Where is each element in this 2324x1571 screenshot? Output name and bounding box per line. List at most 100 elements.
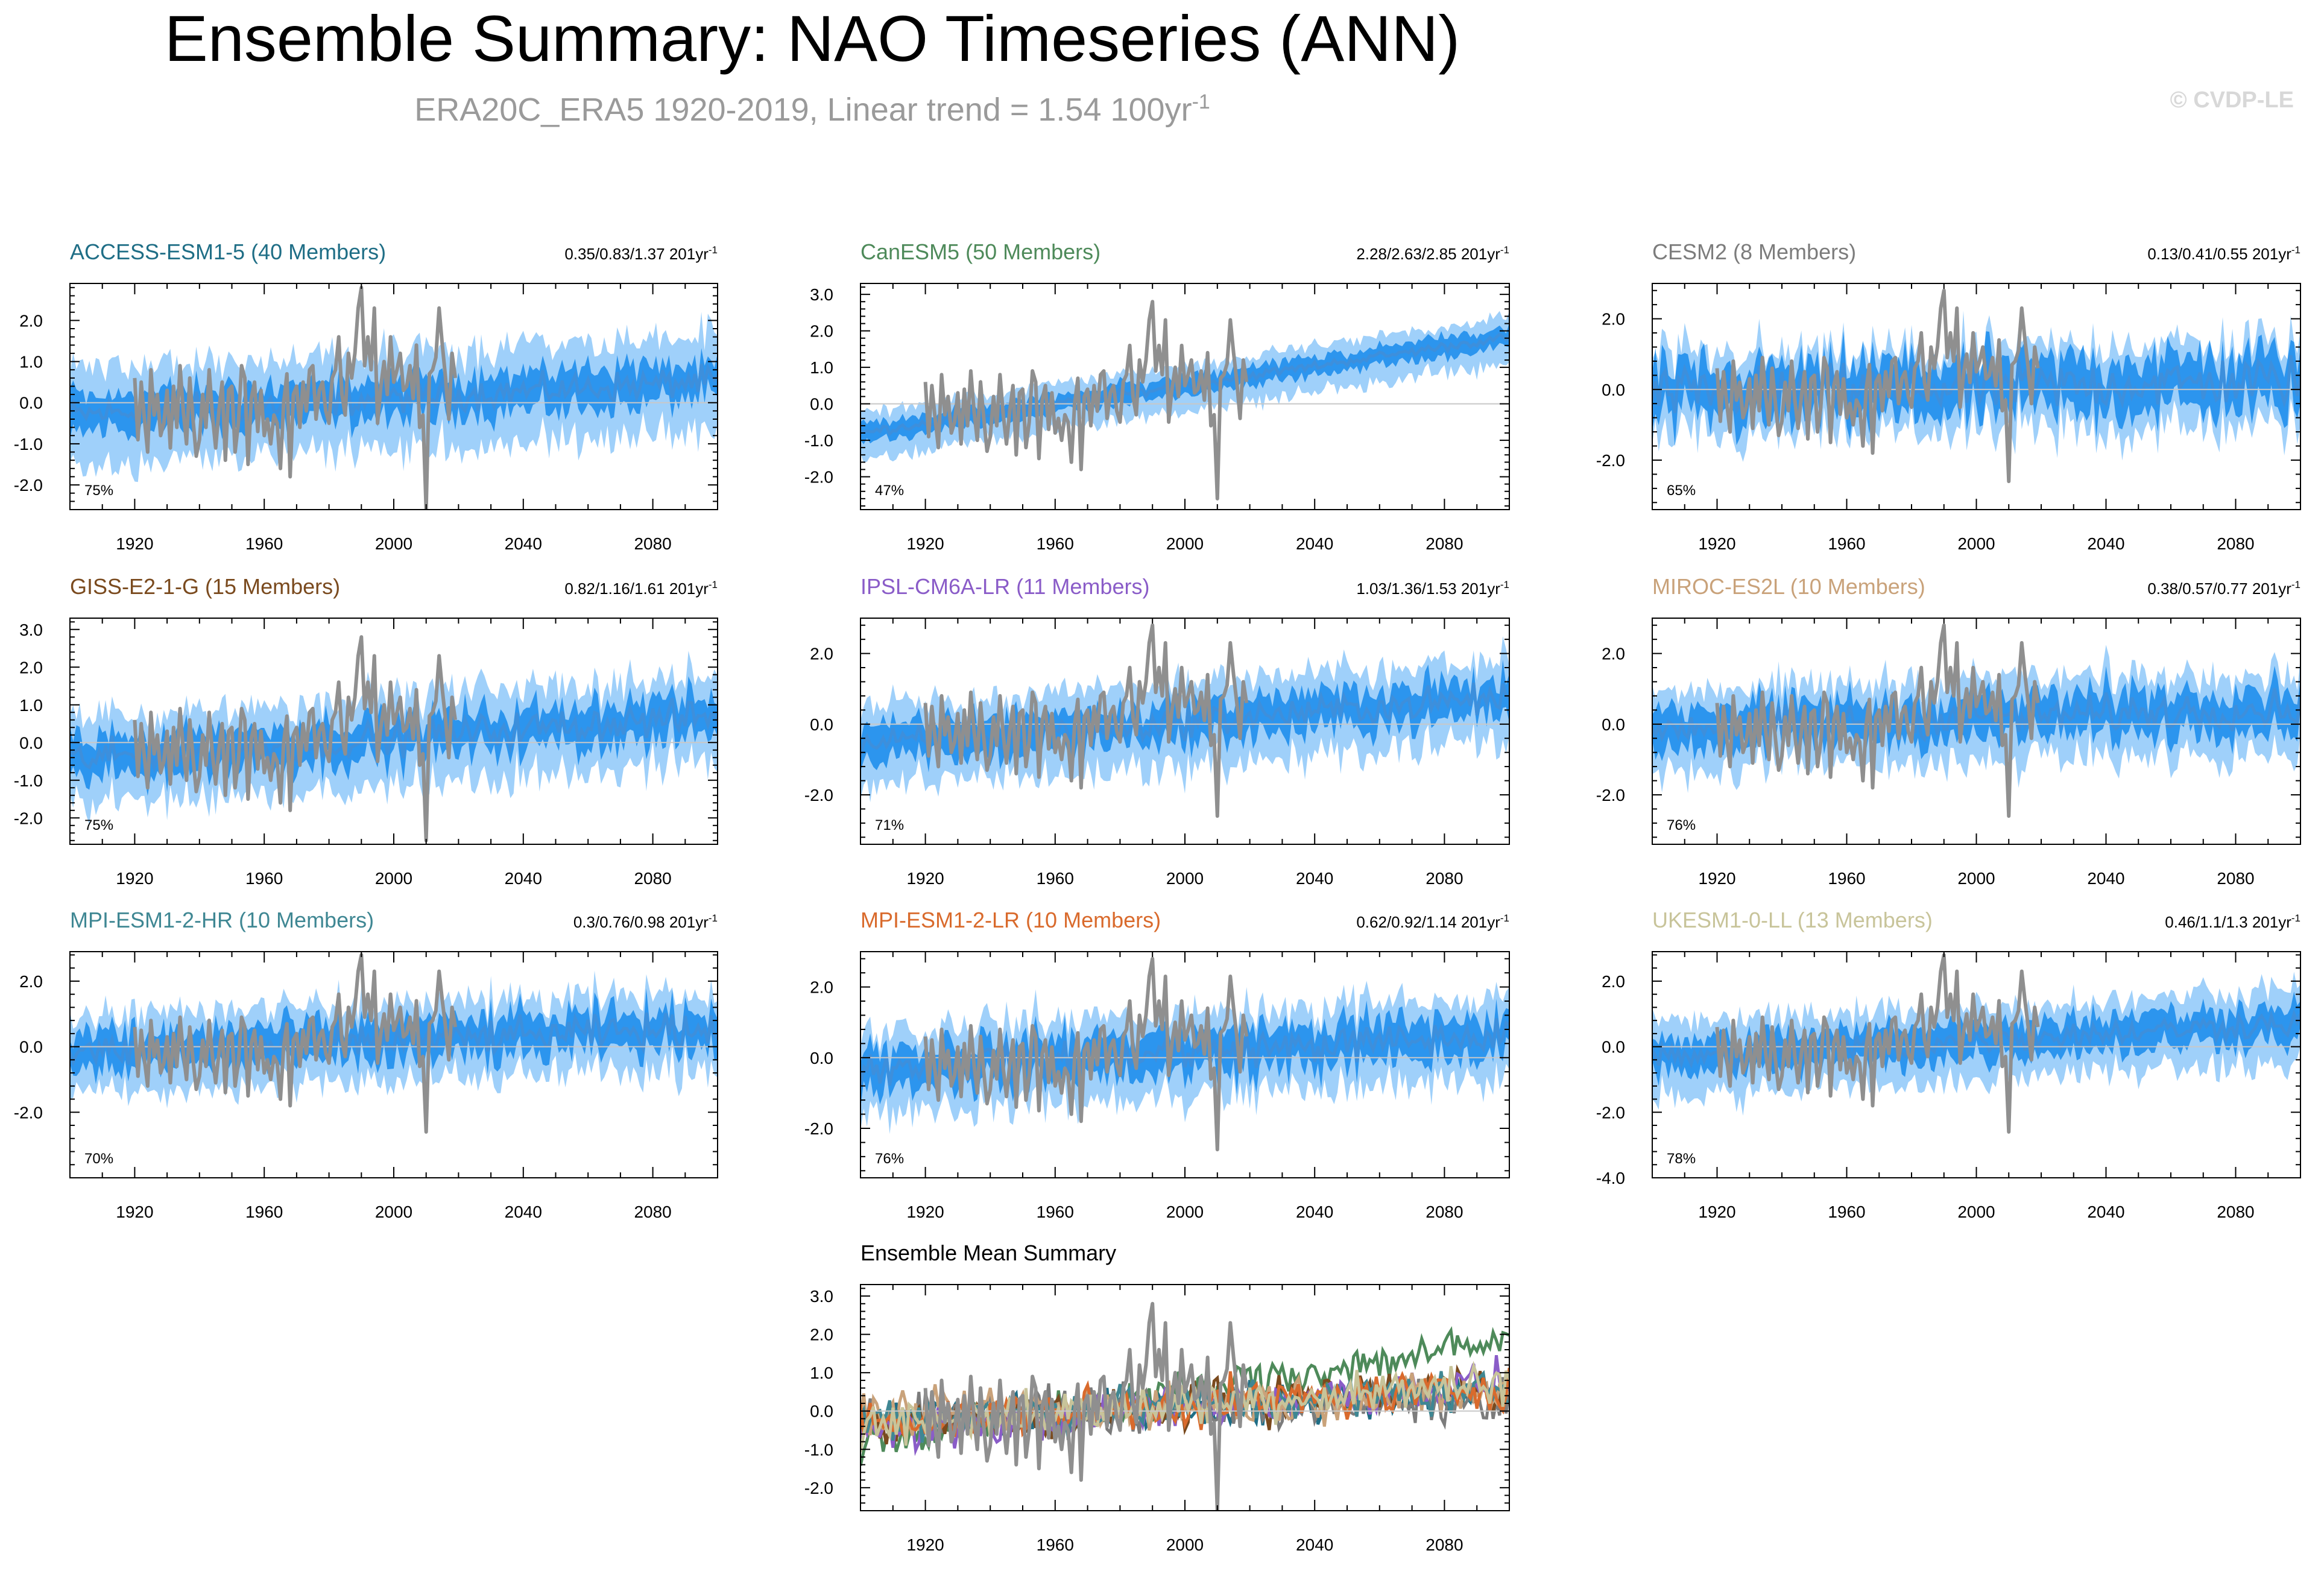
percent-label: 76% (1667, 817, 1696, 833)
x-tick-label: 1920 (1698, 1203, 1735, 1221)
trend-exponent: -1 (1500, 579, 1509, 590)
x-tick-label: 2000 (1957, 869, 1995, 888)
y-tick-label: 0.0 (19, 1038, 43, 1057)
percent-label: 75% (84, 817, 113, 833)
y-tick-label: 2.0 (1602, 645, 1625, 663)
x-tick-label: 2000 (1957, 534, 1995, 553)
y-tick-label: 3.0 (810, 1287, 833, 1306)
y-tick-label: 2.0 (1602, 972, 1625, 991)
plot-area (70, 635, 718, 842)
obs-line (923, 623, 1249, 818)
ensemble-range-band (1652, 972, 2300, 1116)
panel-trend-label: 0.82/1.16/1.61 201yr-1 (564, 579, 718, 598)
percent-label: 47% (875, 482, 904, 499)
y-tick-label: 2.0 (19, 311, 43, 330)
obs-line (133, 953, 457, 1134)
percent-label: 76% (875, 1151, 904, 1167)
x-tick-label: 1920 (1698, 534, 1735, 553)
y-tick-label: 1.0 (810, 1364, 833, 1382)
trend-exponent: -1 (1500, 912, 1509, 924)
y-tick-label: 1.0 (19, 696, 43, 715)
panel-title: ACCESS-ESM1-5 (40 Members) (70, 239, 386, 264)
plot-area (860, 1301, 1509, 1511)
panel-4: IPSL-CM6A-LR (11 Members) 1.03/1.36/1.53 … (804, 574, 1510, 888)
x-tick-label: 2040 (505, 869, 542, 888)
x-tick-label: 1960 (245, 534, 283, 553)
y-tick-label: 2.0 (810, 978, 833, 997)
x-tick-label: 1960 (1037, 869, 1074, 888)
x-tick-label: 1960 (1828, 1203, 1865, 1221)
y-tick-label: 3.0 (810, 285, 833, 304)
x-tick-label: 1920 (116, 1203, 153, 1221)
y-tick-label: -2.0 (804, 468, 833, 487)
x-tick-label: 2040 (1296, 1203, 1333, 1221)
y-tick-label: -1.0 (14, 435, 43, 454)
trend-text: 0.62/0.92/1.14 201yr (1356, 913, 1500, 931)
y-tick-label: 1.0 (19, 353, 43, 371)
obs-line (923, 1301, 1249, 1511)
x-tick-label: 2000 (375, 1203, 412, 1221)
panel-title: MPI-ESM1-2-HR (10 Members) (70, 908, 374, 932)
x-tick-label: 1960 (245, 869, 283, 888)
trend-text: 0.3/0.76/0.98 201yr (573, 913, 709, 931)
x-tick-label: 2040 (505, 1203, 542, 1221)
y-tick-label: 0.0 (1602, 381, 1625, 399)
x-tick-label: 2080 (1426, 1203, 1463, 1221)
trend-text: 2.28/2.63/2.85 201yr (1356, 245, 1500, 263)
y-tick-label: -4.0 (1596, 1169, 1625, 1187)
x-tick-label: 2040 (2087, 534, 2124, 553)
panel-trend-label: 0.13/0.41/0.55 201yr-1 (2147, 244, 2300, 263)
plot-area (860, 300, 1509, 501)
y-tick-label: 0.0 (1602, 1038, 1625, 1057)
y-tick-label: 2.0 (19, 972, 43, 991)
obs-line (923, 300, 1249, 501)
percent-label: 75% (84, 482, 113, 499)
panel-title: CESM2 (8 Members) (1652, 239, 1856, 264)
x-tick-label: 1960 (1037, 534, 1074, 553)
page-title: Ensemble Summary: NAO Timeseries (ANN) (165, 2, 1460, 75)
panel-title: Ensemble Mean Summary (860, 1241, 1116, 1265)
trend-exponent: -1 (709, 244, 718, 256)
panel-title: GISS-E2-1-G (15 Members) (70, 574, 340, 599)
trend-text: 0.35/0.83/1.37 201yr (564, 245, 709, 263)
plot-area (1652, 288, 2300, 484)
y-tick-label: 2.0 (19, 658, 43, 677)
subtitle-exponent: -1 (1192, 90, 1210, 113)
x-tick-label: 2000 (1166, 1535, 1204, 1554)
x-tick-label: 1920 (906, 1203, 944, 1221)
y-tick-label: -2.0 (14, 1103, 43, 1122)
trend-exponent: -1 (2291, 579, 2300, 590)
panel-trend-label: 0.38/0.57/0.77 201yr-1 (2147, 579, 2300, 598)
obs-line (133, 285, 458, 510)
y-tick-label: 0.0 (810, 395, 833, 414)
y-tick-label: -2.0 (1596, 451, 1625, 470)
x-tick-label: 2080 (1426, 1535, 1463, 1554)
trend-text: 1.03/1.36/1.53 201yr (1356, 580, 1500, 598)
x-tick-label: 1920 (1698, 869, 1735, 888)
y-tick-label: 0.0 (1602, 715, 1625, 734)
obs-line (1715, 288, 2040, 484)
panels-group: ACCESS-ESM1-5 (40 Members) 0.35/0.83/1.37… (14, 239, 2301, 1554)
panel-8: UKESM1-0-LL (13 Members) 0.46/1.1/1.3 201… (1596, 908, 2301, 1221)
trend-text: 0.82/1.16/1.61 201yr (564, 580, 709, 598)
x-tick-label: 2080 (2217, 1203, 2254, 1221)
trend-exponent: -1 (2291, 244, 2300, 256)
copyright-label: © CVDP-LE (2170, 87, 2294, 113)
obs-line (133, 635, 457, 842)
y-tick-label: 0.0 (19, 394, 43, 413)
x-tick-label: 1960 (1037, 1203, 1074, 1221)
panel-1: CanESM5 (50 Members) 2.28/2.63/2.85 201yr… (804, 239, 1510, 553)
x-tick-label: 2000 (1166, 534, 1204, 553)
ensemble-iqr-band (860, 659, 1509, 773)
x-tick-label: 1960 (245, 1203, 283, 1221)
panel-title: MIROC-ES2L (10 Members) (1652, 574, 1925, 599)
y-tick-label: 0.0 (19, 733, 43, 752)
panel-title: CanESM5 (50 Members) (860, 239, 1100, 264)
percent-label: 78% (1667, 1151, 1696, 1167)
trend-exponent: -1 (1500, 244, 1509, 256)
panel-5: MIROC-ES2L (10 Members) 0.38/0.57/0.77 20… (1596, 574, 2301, 888)
panel-2: CESM2 (8 Members) 0.13/0.41/0.55 201yr-1 1… (1596, 239, 2301, 553)
plot-area (1652, 953, 2300, 1134)
percent-label: 71% (875, 817, 904, 833)
